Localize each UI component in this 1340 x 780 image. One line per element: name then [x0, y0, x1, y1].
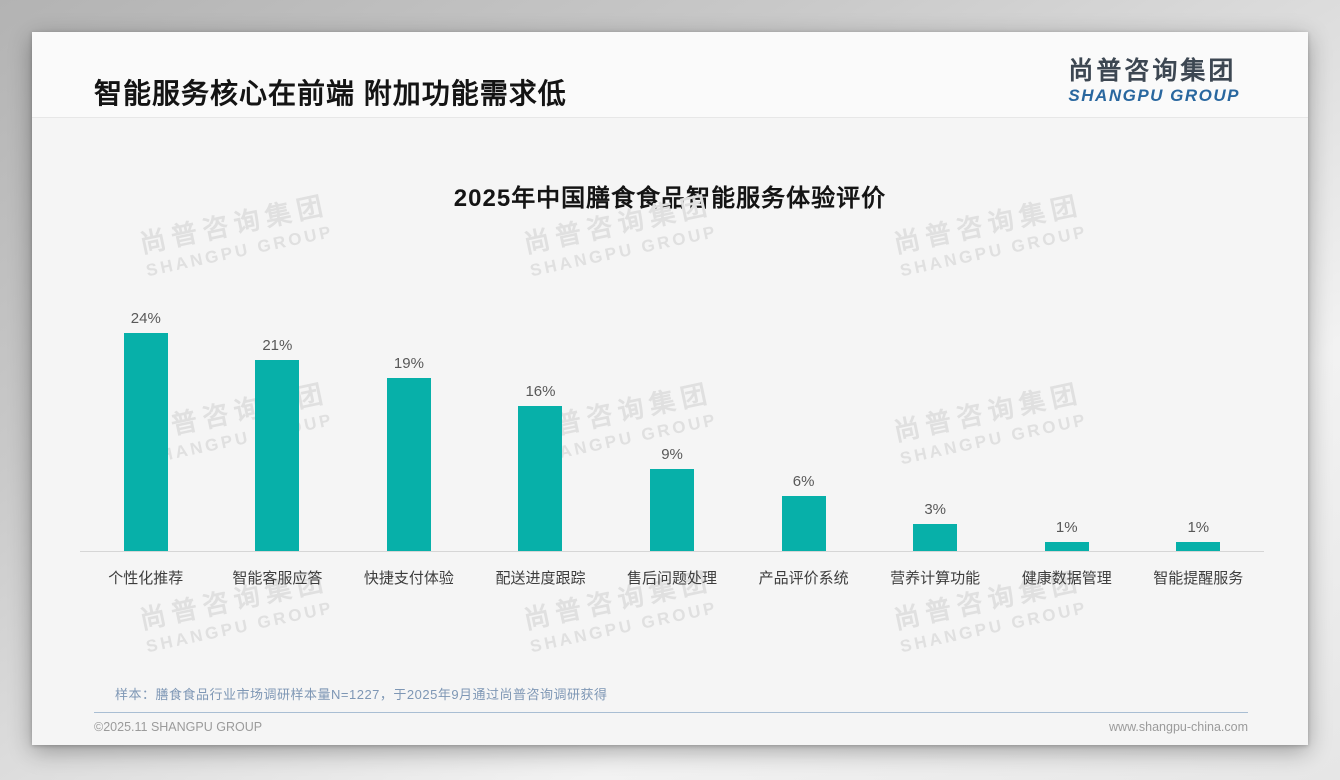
- footer-divider: [94, 712, 1248, 713]
- bar: [1176, 542, 1221, 551]
- bar: [255, 360, 300, 551]
- bar-column: 1%: [1001, 519, 1133, 551]
- bar-value-label: 3%: [924, 501, 946, 518]
- bar: [781, 496, 826, 551]
- company-logo: 尚普咨询集团 SHANGPU GROUP: [1068, 57, 1240, 105]
- category-label: 快捷支付体验: [363, 570, 454, 587]
- bar-column: 21%: [212, 337, 344, 551]
- bar-value-label: 1%: [1187, 519, 1210, 536]
- logo-chinese-text: 尚普咨询集团: [1068, 57, 1237, 85]
- bar-value-label: 9%: [661, 446, 683, 463]
- bar-column: 6%: [738, 473, 870, 551]
- bar: [518, 406, 563, 551]
- bar-value-label: 24%: [130, 310, 161, 327]
- category-label: 智能客服应答: [232, 570, 323, 587]
- slide-footer: ©2025.11 SHANGPU GROUP www.shangpu-china…: [94, 720, 1248, 734]
- logo-english-text: SHANGPU GROUP: [1068, 85, 1240, 105]
- bar-column: 24%: [80, 310, 212, 551]
- bar: [650, 469, 695, 551]
- bar-column: 1%: [1133, 519, 1265, 551]
- category-label: 配送进度跟踪: [495, 570, 586, 587]
- website-url: www.shangpu-china.com: [1109, 720, 1248, 734]
- bar: [913, 524, 958, 551]
- category-label: 智能提醒服务: [1153, 570, 1244, 587]
- bar-chart: 24% 21% 19% 16% 9% 6% 3% 1% 1% 个性化推荐 智能客服应答 快捷支付体验…: [80, 290, 1264, 588]
- bar-column: 9%: [606, 446, 738, 551]
- bar-value-label: 1%: [1055, 519, 1078, 536]
- bar-column: 3%: [869, 501, 1001, 551]
- bar: [386, 378, 431, 551]
- bar-value-label: 21%: [262, 337, 293, 354]
- category-label: 个性化推荐: [108, 570, 184, 587]
- copyright-text: ©2025.11 SHANGPU GROUP: [94, 720, 263, 734]
- presentation-slide: 尚普咨询集团 SHANGPU GROUP 尚普咨询集团 SHANGPU GROUP …: [32, 32, 1308, 745]
- bar: [123, 333, 168, 551]
- category-label: 营养计算功能: [890, 570, 981, 587]
- category-label: 产品评价系统: [758, 570, 849, 587]
- bar-value-label: 6%: [792, 473, 815, 490]
- header-band: [32, 32, 1308, 118]
- bar-column: 16%: [475, 383, 607, 551]
- sample-footnote: 样本：膳食食品行业市场调研样本量N=1227，于2025年9月通过尚普咨询调研获…: [115, 687, 608, 702]
- bar: [1044, 542, 1089, 551]
- bar-value-label: 16%: [525, 383, 556, 400]
- category-label: 健康数据管理: [1021, 570, 1112, 587]
- bar-value-label: 19%: [393, 355, 424, 372]
- bars-area: 24% 21% 19% 16% 9% 6% 3% 1% 1%: [80, 290, 1264, 552]
- category-label: 售后问题处理: [627, 570, 718, 587]
- chart-title: 2025年中国膳食食品智能服务体验评价: [453, 185, 887, 212]
- page-title: 智能服务核心在前端 附加功能需求低: [94, 78, 567, 109]
- bar-column: 19%: [343, 355, 475, 551]
- x-axis-labels: 个性化推荐 智能客服应答 快捷支付体验 配送进度跟踪 售后问题处理 产品评价系统 营养计算功…: [80, 552, 1264, 588]
